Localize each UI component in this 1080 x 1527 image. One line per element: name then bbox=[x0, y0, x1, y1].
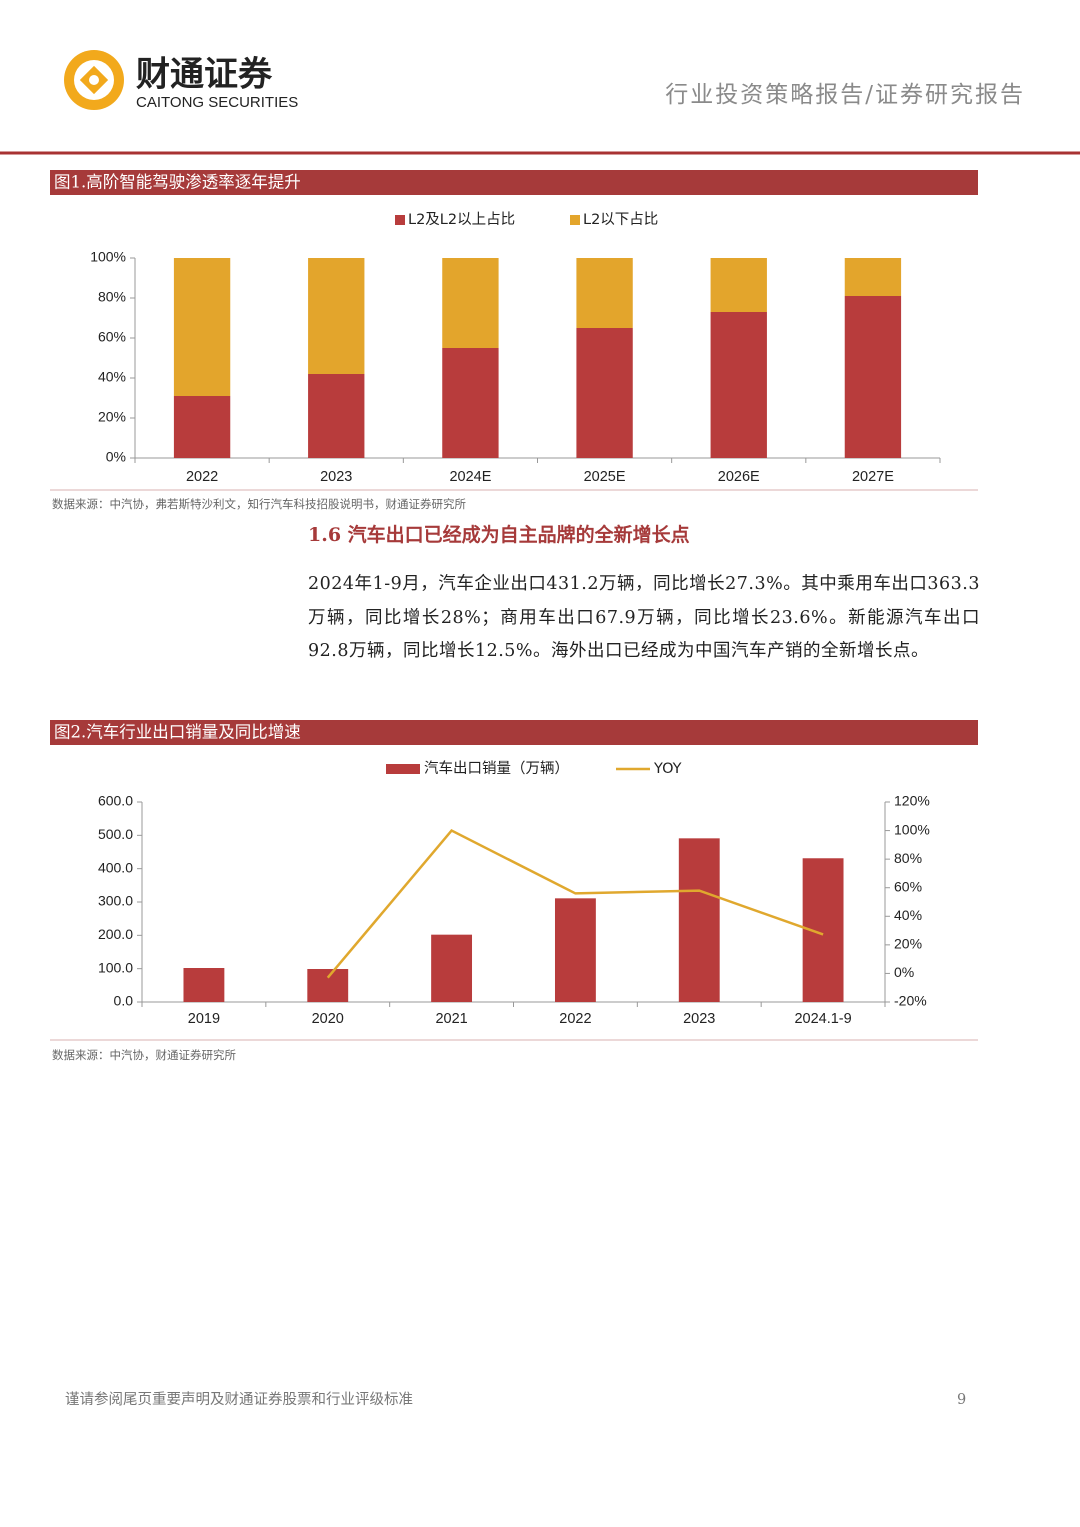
x-tick-label: 2024E bbox=[449, 469, 491, 485]
y-tick-label: 100% bbox=[90, 249, 126, 265]
legend-label: 汽车出口销量（万辆） bbox=[424, 760, 569, 777]
chart: 0.0 100.0 200.0 300.0 400.0 500.0 600.0 -20% 0% 2… bbox=[98, 760, 930, 1027]
y-tick-label: 20% bbox=[98, 409, 126, 425]
y-tick-label: 0.0 bbox=[114, 993, 134, 1009]
y2-tick-label: 20% bbox=[894, 936, 922, 952]
legend-swatch bbox=[386, 764, 420, 774]
y2-tick-label: 0% bbox=[894, 964, 914, 980]
bar-segment bbox=[442, 258, 499, 348]
y-tick-label: 400.0 bbox=[98, 859, 133, 875]
bar-segment bbox=[844, 296, 902, 458]
y2-tick-label: 120% bbox=[894, 793, 930, 809]
x-tick-label: 2026E bbox=[718, 469, 760, 485]
bar bbox=[307, 969, 349, 1002]
paragraph: 2024年1-9月，汽车企业出口431.2万辆，同比增长27.3%。其中乘用车出… bbox=[308, 574, 980, 662]
bar-segment bbox=[442, 348, 499, 458]
report-type: 行业投资策略报告/证券研究报告 bbox=[665, 82, 1025, 108]
legend-label: L2及L2以上占比 bbox=[408, 211, 515, 228]
figure-source: 数据来源：中汽协，财通证券研究所 bbox=[52, 1048, 236, 1062]
y-tick-label: 40% bbox=[98, 369, 126, 385]
bar bbox=[678, 838, 720, 1002]
y2-tick-label: 80% bbox=[894, 850, 922, 866]
x-tick-label: 2023 bbox=[320, 469, 352, 485]
bar-segment bbox=[576, 258, 633, 328]
y2-tick-label: 100% bbox=[894, 821, 930, 837]
figure-title-bar bbox=[50, 170, 978, 195]
y-tick-label: 80% bbox=[98, 289, 126, 305]
legend-swatch bbox=[395, 215, 405, 225]
x-tick-label: 2019 bbox=[188, 1011, 220, 1027]
bar-segment bbox=[710, 312, 767, 458]
legend-label: YOY bbox=[653, 761, 682, 777]
line-series bbox=[326, 829, 824, 979]
y-tick-label: 600.0 bbox=[98, 793, 133, 809]
figure-title: 图2.汽车行业出口销量及同比增速 bbox=[54, 723, 301, 742]
x-tick-label: 2022 bbox=[186, 469, 218, 485]
y-tick-label: 0% bbox=[106, 449, 126, 465]
logo-en: CAITONG SECURITIES bbox=[136, 94, 298, 111]
figure-source: 数据来源：中汽协，弗若斯特沙利文，知行汽车科技招股说明书，财通证券研究所 bbox=[52, 497, 466, 511]
bar-segment bbox=[173, 258, 231, 396]
x-tick-label: 2022 bbox=[559, 1011, 591, 1027]
y-tick-label: 100.0 bbox=[98, 959, 133, 975]
logo-cn: 财通证券 bbox=[136, 55, 273, 95]
bar-segment bbox=[576, 328, 633, 458]
x-tick-label: 2023 bbox=[683, 1011, 715, 1027]
bar-segment bbox=[308, 258, 365, 374]
bar bbox=[183, 968, 225, 1002]
figure-title-bar bbox=[50, 720, 978, 745]
y-tick-label: 200.0 bbox=[98, 926, 133, 942]
x-tick-label: 2021 bbox=[435, 1011, 467, 1027]
y-tick-label: 300.0 bbox=[98, 893, 133, 909]
footer-disclaimer: 谨请参阅尾页重要声明及财通证券股票和行业评级标准 bbox=[65, 1390, 413, 1408]
page-number: 9 bbox=[957, 1392, 966, 1408]
bar bbox=[554, 898, 596, 1002]
y-tick-label: 60% bbox=[98, 329, 126, 345]
y2-tick-label: -20% bbox=[894, 993, 927, 1009]
y-tick-label: 500.0 bbox=[98, 826, 133, 842]
bar bbox=[431, 934, 473, 1002]
bar-segment bbox=[710, 258, 767, 312]
x-tick-label: 2025E bbox=[584, 469, 626, 485]
y2-tick-label: 60% bbox=[894, 878, 922, 894]
legend-label: L2以下占比 bbox=[583, 211, 658, 228]
bar-segment bbox=[844, 258, 902, 296]
x-tick-label: 2027E bbox=[852, 469, 894, 485]
x-tick-label: 2024.1-9 bbox=[794, 1011, 851, 1027]
bar-segment bbox=[173, 396, 231, 458]
section-heading: 1.6 汽车出口已经成为自主品牌的全新增长点 bbox=[308, 523, 690, 546]
chart: 0% 20% 40% 60% 80% 100% 2022 2023 2024E 2025E 2026… bbox=[90, 211, 941, 485]
legend-swatch bbox=[570, 215, 580, 225]
y2-tick-label: 40% bbox=[894, 907, 922, 923]
bar-segment bbox=[308, 374, 365, 458]
x-tick-label: 2020 bbox=[312, 1011, 344, 1027]
logo bbox=[64, 50, 124, 110]
logo-dot bbox=[89, 75, 99, 85]
figure-title: 图1.高阶智能驾驶渗透率逐年提升 bbox=[54, 173, 301, 192]
